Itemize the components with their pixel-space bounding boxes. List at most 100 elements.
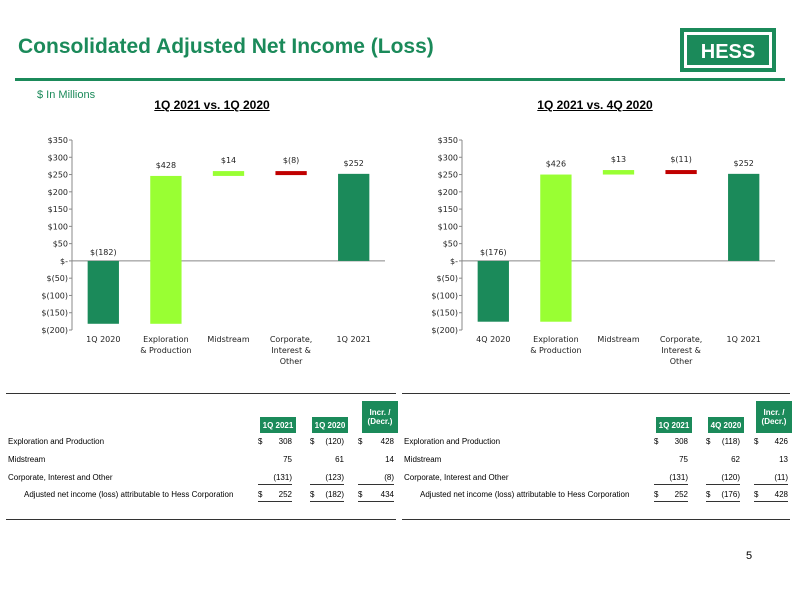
value-current: 75: [679, 455, 688, 464]
row-label: Adjusted net income (loss) attributable …: [24, 490, 234, 499]
currency-symbol: $: [754, 437, 759, 446]
row-label: Corporate, Interest and Other: [404, 473, 509, 482]
x-tick-label: 1Q 2021: [337, 335, 371, 344]
row-label: Corporate, Interest and Other: [8, 473, 113, 482]
x-tick-label: Corporate,: [270, 335, 313, 344]
x-tick-label: Midstream: [207, 335, 249, 344]
value-prior: (120): [721, 473, 740, 482]
value-underline: [258, 484, 292, 485]
bar-3: [665, 170, 697, 175]
units-label: $ In Millions: [37, 89, 96, 101]
data-label: $(182): [90, 248, 117, 257]
table-1-bottom-rule: [6, 519, 396, 520]
currency-symbol: $: [358, 437, 363, 446]
bar-1: [150, 175, 182, 324]
value-prior: (182): [325, 490, 344, 499]
table-header: 1Q 2020: [312, 417, 348, 433]
value-current: (131): [669, 473, 688, 482]
data-label: $13: [611, 155, 626, 164]
value-current: 75: [283, 455, 292, 464]
chart-2-title: 1Q 2021 vs. 4Q 2020: [537, 98, 653, 112]
y-tick-label: $-: [60, 257, 68, 266]
value-change: 434: [380, 490, 394, 499]
x-tick-label: 4Q 2020: [476, 335, 510, 344]
value-current: 308: [278, 437, 292, 446]
value-underline: [310, 501, 344, 502]
y-tick-label: $-: [450, 257, 458, 266]
currency-symbol: $: [358, 490, 363, 499]
row-label: Midstream: [404, 455, 442, 464]
value-underline: [754, 484, 788, 485]
table-header: 1Q 2021: [656, 417, 692, 433]
value-underline: [706, 484, 740, 485]
table-header: Incr. / (Decr.): [756, 401, 792, 433]
x-tick-label: 1Q 2020: [86, 335, 120, 344]
value-underline: [310, 484, 344, 485]
row-label: Exploration and Production: [8, 437, 105, 446]
y-tick-label: $(150): [41, 309, 68, 318]
y-tick-label: $(200): [431, 326, 458, 335]
y-tick-label: $50: [53, 240, 68, 249]
value-change: 13: [779, 455, 788, 464]
x-tick-label: Exploration: [533, 335, 579, 344]
x-tick-label: Midstream: [597, 335, 639, 344]
y-tick-label: $(50): [436, 274, 458, 283]
x-tick-label: & Production: [530, 346, 581, 355]
value-change: 14: [385, 455, 394, 464]
value-underline: [654, 484, 688, 485]
x-tick-label: & Production: [140, 346, 191, 355]
page-title: Consolidated Adjusted Net Income (Loss): [18, 35, 434, 58]
bar-0: [87, 260, 119, 324]
table-header: Incr. / (Decr.): [362, 401, 398, 433]
page-number: 5: [746, 550, 753, 562]
table-2-bottom-rule: [402, 519, 790, 520]
chart-1q2021-vs-4q2020: $(200) $(150) $(100) $(50) $- $50 $100 $150 $200…: [431, 136, 775, 366]
value-underline: [754, 501, 788, 502]
row-label: Exploration and Production: [404, 437, 501, 446]
data-label: $428: [156, 161, 176, 170]
svg-text:HESS: HESS: [701, 41, 755, 63]
value-current: (131): [273, 473, 292, 482]
bar-0: [477, 260, 509, 322]
data-label: $14: [221, 156, 236, 165]
currency-symbol: $: [706, 437, 711, 446]
value-underline: [258, 501, 292, 502]
data-label: $252: [734, 159, 754, 168]
y-tick-label: $150: [438, 205, 458, 214]
currency-symbol: $: [654, 437, 659, 446]
currency-symbol: $: [754, 490, 759, 499]
chart-1q2021-vs-1q2020: $(200) $(150) $(100) $(50) $- $50 $100 $150 $200…: [41, 136, 385, 366]
value-change: 428: [774, 490, 788, 499]
table-header: 4Q 2020: [708, 417, 744, 433]
y-tick-label: $(100): [41, 291, 68, 300]
x-tick-label: Interest &: [661, 346, 701, 355]
currency-symbol: $: [706, 490, 711, 499]
x-tick-label: 1Q 2021: [727, 335, 761, 344]
y-tick-label: $300: [48, 153, 68, 162]
value-change: 426: [774, 437, 788, 446]
row-label: Adjusted net income (loss) attributable …: [420, 490, 630, 499]
currency-symbol: $: [310, 437, 315, 446]
y-tick-label: $350: [438, 136, 458, 145]
currency-symbol: $: [258, 437, 263, 446]
y-tick-label: $50: [443, 240, 458, 249]
data-label: $(11): [670, 155, 692, 164]
y-tick-label: $(100): [431, 291, 458, 300]
row-label: Midstream: [8, 455, 46, 464]
x-tick-label: Other: [280, 357, 303, 366]
bar-4: [338, 173, 370, 261]
y-tick-label: $250: [438, 171, 458, 180]
y-tick-label: $(200): [41, 326, 68, 335]
value-change: 428: [380, 437, 394, 446]
data-label: $(176): [480, 248, 507, 257]
title-rule: [15, 78, 785, 81]
x-tick-label: Exploration: [143, 335, 189, 344]
y-tick-label: $200: [438, 188, 458, 197]
value-prior: (118): [721, 437, 740, 446]
bar-4: [728, 173, 760, 261]
value-current: 252: [278, 490, 292, 499]
table-header: 1Q 2021: [260, 417, 296, 433]
y-tick-label: $200: [48, 188, 68, 197]
value-change: (8): [384, 473, 394, 482]
currency-symbol: $: [654, 490, 659, 499]
